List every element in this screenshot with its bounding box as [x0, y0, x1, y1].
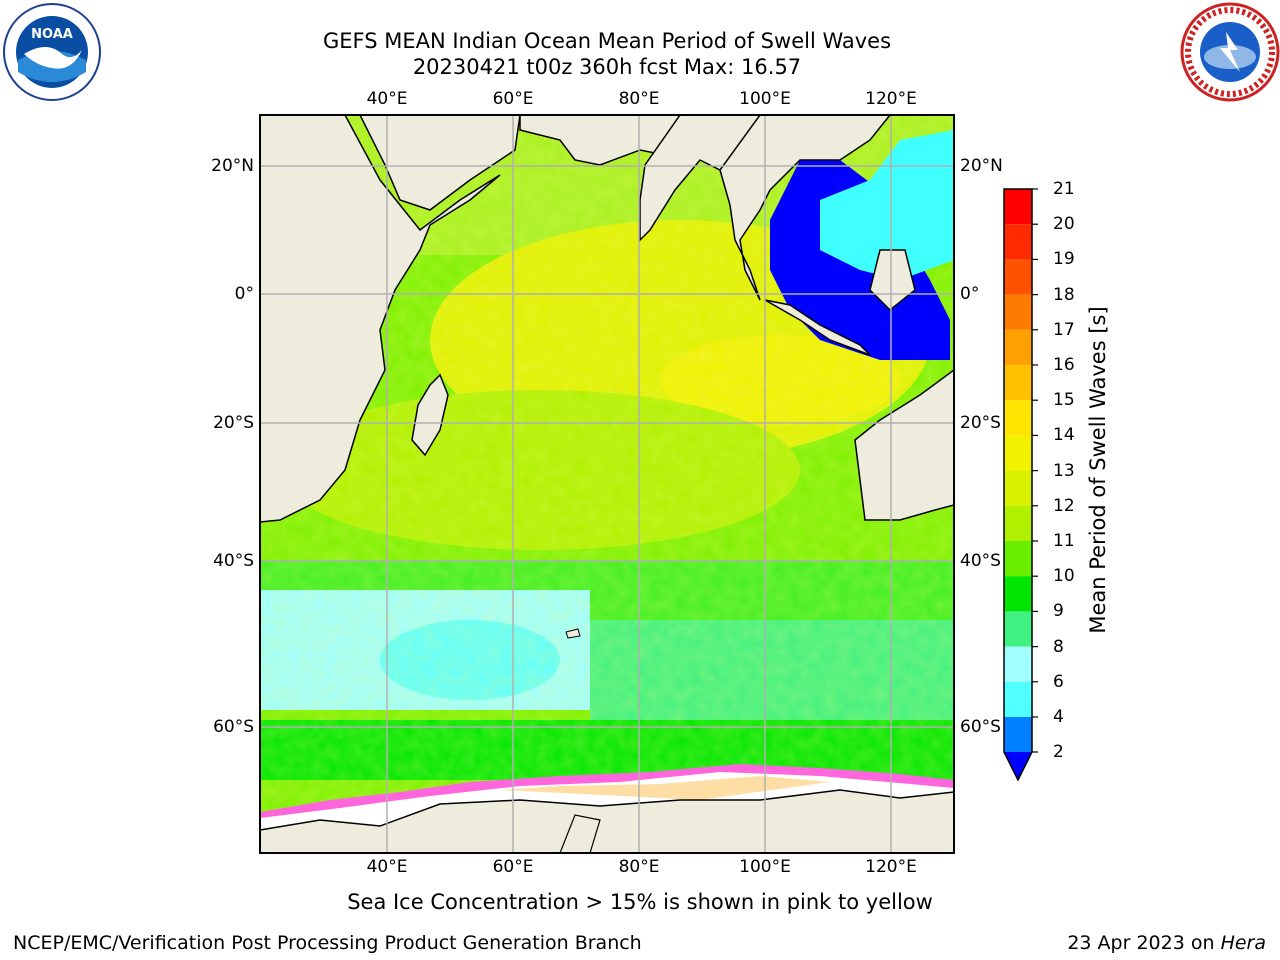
colorbar-bin-12-13	[1004, 470, 1032, 506]
map-frame	[259, 114, 955, 854]
colorbar-tick-8: 8	[1053, 636, 1064, 657]
colorbar-bin-15-16	[1004, 365, 1032, 401]
land-africa	[260, 115, 501, 523]
colorbar-bin-11-12	[1004, 505, 1032, 541]
lat-tick-right-0: 0°	[960, 284, 980, 304]
colorbar-frame	[1003, 188, 1033, 782]
colorbar-tick-19: 19	[1053, 249, 1075, 270]
colorbar-tick-2: 2	[1053, 742, 1064, 762]
svg-text:NOAA: NOAA	[31, 27, 73, 42]
lat-tick-left-0: 0°	[234, 284, 254, 304]
colorbar-bin-6-8	[1004, 646, 1032, 682]
colorbar-bin-8-9	[1004, 611, 1032, 647]
lon-tick-bottom-60e: 60°E	[492, 857, 534, 877]
lat-tick-right-20s: 20°S	[960, 413, 1001, 433]
colorbar-bin-19-20	[1004, 224, 1032, 260]
swell-low-sea-region	[820, 130, 954, 280]
sea-ice-yellow	[500, 776, 830, 800]
colorbar-bin-4-6	[1004, 681, 1032, 717]
footer-date: 23 Apr 2023 on Hera	[1067, 932, 1266, 954]
colorbar-bin-17-18	[1004, 294, 1032, 330]
colorbar-tick-6: 6	[1053, 671, 1064, 692]
nws-logo	[1180, 2, 1280, 102]
land-australia	[854, 369, 954, 521]
colorbar-tick-11: 11	[1053, 531, 1075, 551]
colorbar-bin-20-21	[1004, 189, 1032, 225]
colorbar-label: Mean Period of Swell Waves [s]	[1086, 306, 1110, 634]
lon-tick-top-60e: 60°E	[492, 89, 534, 109]
land-antarctica	[260, 789, 954, 853]
lat-tick-left-20n: 20°N	[211, 156, 254, 176]
lat-tick-left-20s: 20°S	[213, 413, 254, 433]
lat-tick-left-60s: 60°S	[213, 717, 254, 737]
colorbar-bin-14-15	[1004, 400, 1032, 436]
colorbar-tick-13: 13	[1053, 460, 1075, 481]
lon-tick-bottom-100e: 100°E	[739, 857, 791, 877]
lon-tick-top-100e: 100°E	[739, 89, 791, 109]
colorbar-tick-4: 4	[1053, 707, 1064, 727]
land-sumatra	[764, 299, 871, 356]
colorbar-tick-9: 9	[1053, 601, 1064, 622]
land-antarctica-peninsula	[559, 814, 601, 853]
lat-tick-right-60s: 60°S	[960, 717, 1001, 737]
chart-title-line1: GEFS MEAN Indian Ocean Mean Period of Sw…	[322, 29, 892, 53]
colorbar-tick-18: 18	[1053, 284, 1075, 305]
lon-tick-top-80e: 80°E	[618, 89, 660, 109]
sea-ice-annotation: Sea Ice Concentration > 15% is shown in …	[347, 890, 933, 914]
colorbar-tick-15: 15	[1053, 390, 1075, 411]
colorbar-tick-21: 21	[1053, 179, 1075, 199]
footer-credit: NCEP/EMC/Verification Post Processing Pr…	[13, 932, 642, 954]
colorbar-bin-9-10	[1004, 576, 1032, 612]
colorbar-extend-arrow	[1004, 752, 1032, 780]
land-kerguelen	[565, 628, 581, 639]
colorbar-bin-2-4	[1004, 717, 1032, 753]
colorbar-bin-16-17	[1004, 329, 1032, 365]
lat-tick-left-40s: 40°S	[213, 551, 254, 571]
lon-tick-top-40e: 40°E	[366, 89, 408, 109]
colorbar-tick-12: 12	[1053, 495, 1075, 516]
noaa-logo: NOAA	[2, 2, 102, 102]
lon-tick-bottom-120e: 120°E	[865, 857, 917, 877]
lon-tick-bottom-80e: 80°E	[618, 857, 660, 877]
chart-title-line2: 20230421 t00z 360h fcst Max: 16.57	[412, 55, 802, 79]
map-gridlines	[260, 115, 954, 853]
colorbar-tick-20: 20	[1053, 214, 1075, 235]
colorbar-tick-16: 16	[1053, 355, 1075, 375]
footer-date-text: 23 Apr 2023 on	[1067, 932, 1221, 954]
colorbar	[1003, 188, 1038, 782]
land-se-asia	[719, 115, 891, 301]
lon-tick-bottom-40e: 40°E	[366, 857, 408, 877]
land-madagascar	[411, 373, 449, 457]
lon-tick-top-120e: 120°E	[865, 89, 917, 109]
footer-machine: Hera	[1220, 932, 1266, 954]
colorbar-bin-18-19	[1004, 259, 1032, 295]
lat-tick-right-20n: 20°N	[960, 156, 1003, 176]
colorbar-bin-10-11	[1004, 541, 1032, 577]
colorbar-tick-10: 10	[1053, 566, 1075, 587]
colorbar-tick-17: 17	[1053, 319, 1075, 340]
lat-tick-right-40s: 40°S	[960, 551, 1001, 571]
colorbar-tick-14: 14	[1053, 425, 1075, 446]
land-borneo	[869, 249, 916, 312]
colorbar-bin-13-14	[1004, 435, 1032, 471]
